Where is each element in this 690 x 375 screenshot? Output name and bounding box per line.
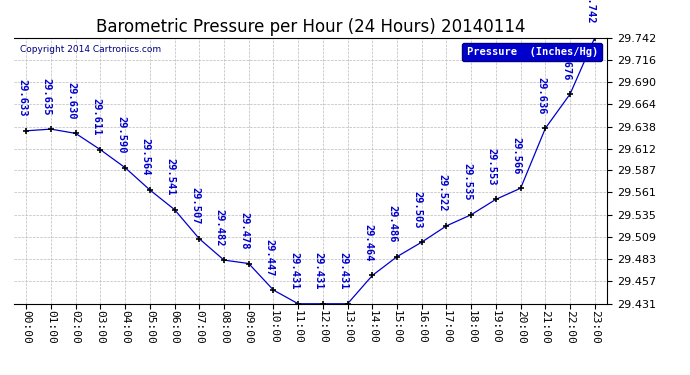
Text: 29.535: 29.535: [462, 164, 472, 201]
Text: 29.507: 29.507: [190, 187, 200, 225]
Text: 29.464: 29.464: [363, 224, 373, 262]
Text: 29.636: 29.636: [536, 77, 546, 114]
Text: 29.611: 29.611: [91, 98, 101, 136]
Text: Copyright 2014 Cartronics.com: Copyright 2014 Cartronics.com: [20, 45, 161, 54]
Title: Barometric Pressure per Hour (24 Hours) 20140114: Barometric Pressure per Hour (24 Hours) …: [96, 18, 525, 36]
Text: 29.482: 29.482: [215, 209, 225, 246]
Text: 29.742: 29.742: [586, 0, 595, 24]
Text: 29.541: 29.541: [166, 158, 175, 196]
Text: 29.553: 29.553: [486, 148, 497, 185]
Text: 29.478: 29.478: [239, 212, 250, 250]
Text: 29.630: 29.630: [66, 82, 77, 120]
Text: 29.635: 29.635: [41, 78, 52, 115]
Text: 29.447: 29.447: [264, 238, 274, 276]
Text: 29.590: 29.590: [116, 116, 126, 154]
Text: 29.431: 29.431: [338, 252, 348, 290]
Text: 29.503: 29.503: [413, 191, 422, 228]
Text: 29.564: 29.564: [141, 138, 150, 176]
Text: 29.633: 29.633: [17, 80, 27, 117]
Text: 29.486: 29.486: [388, 205, 398, 243]
Text: 29.431: 29.431: [314, 252, 324, 290]
Text: 29.431: 29.431: [289, 252, 299, 290]
Legend: Pressure  (Inches/Hg): Pressure (Inches/Hg): [462, 43, 602, 61]
Text: 29.522: 29.522: [437, 174, 447, 212]
Text: 29.566: 29.566: [511, 137, 522, 174]
Text: 29.676: 29.676: [561, 43, 571, 80]
